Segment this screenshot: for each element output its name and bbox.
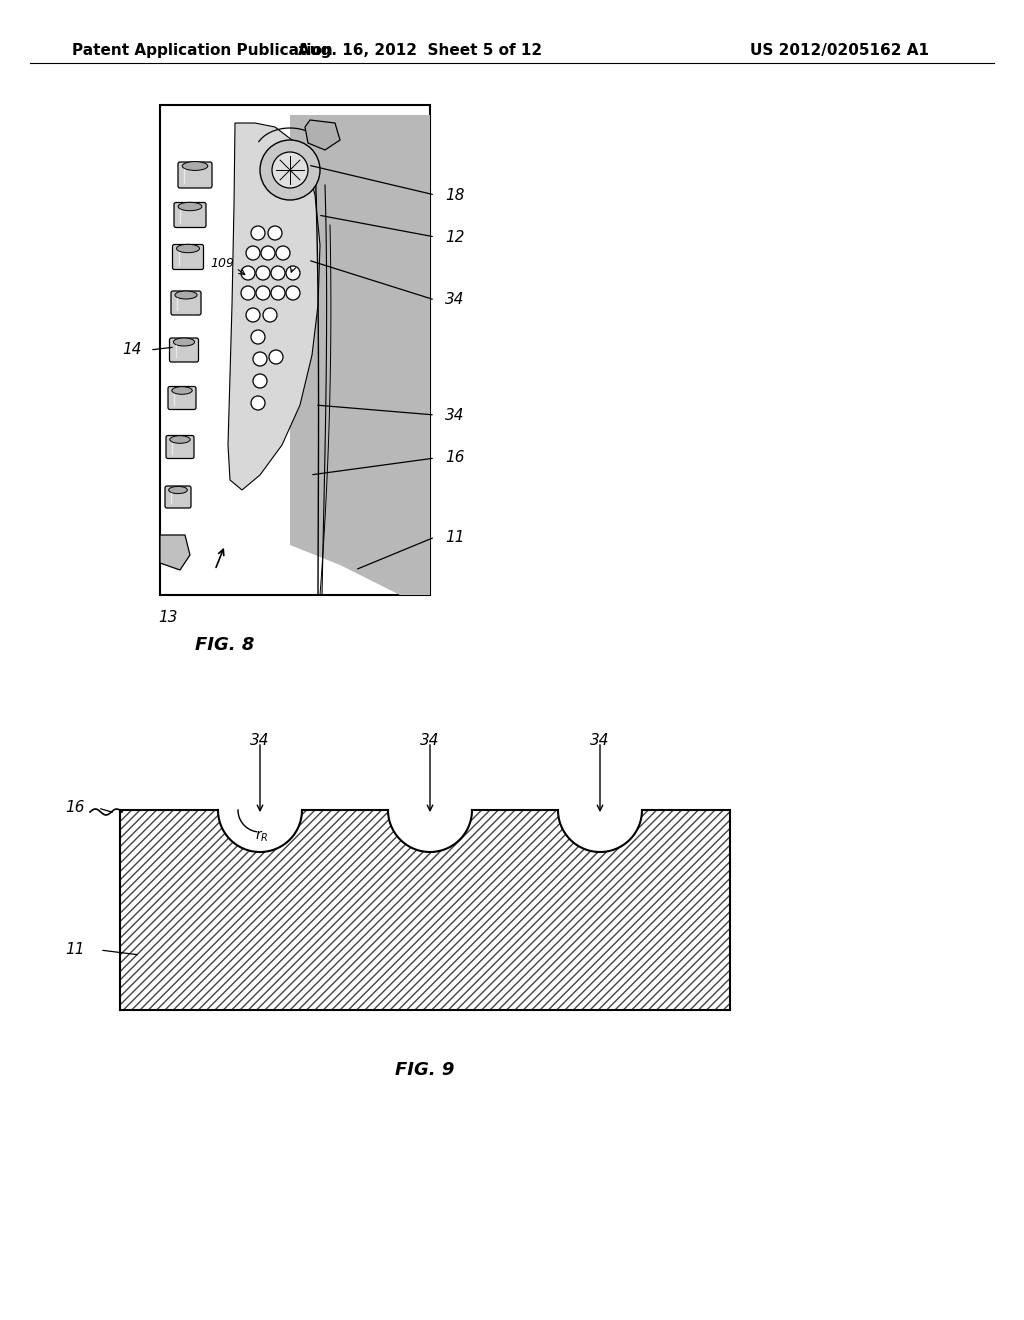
Text: 14: 14 xyxy=(123,342,142,358)
Circle shape xyxy=(251,330,265,345)
Text: 34: 34 xyxy=(445,408,465,422)
Circle shape xyxy=(286,286,300,300)
Text: Aug. 16, 2012  Sheet 5 of 12: Aug. 16, 2012 Sheet 5 of 12 xyxy=(298,42,542,58)
Text: FIG. 8: FIG. 8 xyxy=(195,636,254,653)
Ellipse shape xyxy=(182,161,208,170)
FancyBboxPatch shape xyxy=(165,486,191,508)
Circle shape xyxy=(286,267,300,280)
Circle shape xyxy=(256,286,270,300)
FancyBboxPatch shape xyxy=(174,202,206,227)
Circle shape xyxy=(276,246,290,260)
Text: Patent Application Publication: Patent Application Publication xyxy=(72,42,333,58)
Polygon shape xyxy=(160,535,190,570)
Text: 109: 109 xyxy=(210,257,234,271)
Polygon shape xyxy=(290,115,430,595)
Polygon shape xyxy=(120,810,730,1010)
FancyBboxPatch shape xyxy=(178,162,212,187)
FancyBboxPatch shape xyxy=(172,244,204,269)
Text: 11: 11 xyxy=(445,529,465,544)
Text: US 2012/0205162 A1: US 2012/0205162 A1 xyxy=(750,42,929,58)
Circle shape xyxy=(272,152,308,187)
Circle shape xyxy=(261,246,275,260)
Circle shape xyxy=(241,286,255,300)
Circle shape xyxy=(251,226,265,240)
Text: 16: 16 xyxy=(445,450,465,466)
Circle shape xyxy=(271,267,285,280)
Circle shape xyxy=(271,286,285,300)
FancyBboxPatch shape xyxy=(166,436,194,458)
Text: 34: 34 xyxy=(445,293,465,308)
Text: 34: 34 xyxy=(420,733,439,748)
Text: 34: 34 xyxy=(590,733,609,748)
Circle shape xyxy=(256,267,270,280)
Circle shape xyxy=(246,308,260,322)
Ellipse shape xyxy=(175,290,197,300)
Text: 18: 18 xyxy=(445,187,465,202)
Text: 34: 34 xyxy=(250,733,269,748)
FancyBboxPatch shape xyxy=(168,387,196,409)
Ellipse shape xyxy=(176,244,200,252)
Bar xyxy=(160,106,430,595)
Text: 109: 109 xyxy=(293,255,317,268)
Polygon shape xyxy=(305,120,340,150)
Circle shape xyxy=(263,308,278,322)
Circle shape xyxy=(269,350,283,364)
Polygon shape xyxy=(228,123,319,490)
Ellipse shape xyxy=(172,387,193,395)
Text: $r_R$: $r_R$ xyxy=(255,829,268,845)
Ellipse shape xyxy=(173,338,195,346)
Circle shape xyxy=(253,374,267,388)
Circle shape xyxy=(253,352,267,366)
Circle shape xyxy=(260,140,319,201)
Ellipse shape xyxy=(169,486,187,494)
Circle shape xyxy=(241,267,255,280)
Text: 12: 12 xyxy=(445,230,465,244)
Ellipse shape xyxy=(178,202,202,211)
FancyBboxPatch shape xyxy=(170,338,199,362)
Circle shape xyxy=(251,396,265,411)
Circle shape xyxy=(246,246,260,260)
Text: 13: 13 xyxy=(158,610,177,624)
FancyBboxPatch shape xyxy=(171,290,201,315)
Text: FIG. 9: FIG. 9 xyxy=(395,1061,455,1078)
Text: 16: 16 xyxy=(66,800,85,816)
Text: 11: 11 xyxy=(66,942,85,957)
Ellipse shape xyxy=(170,436,190,444)
Circle shape xyxy=(268,226,282,240)
